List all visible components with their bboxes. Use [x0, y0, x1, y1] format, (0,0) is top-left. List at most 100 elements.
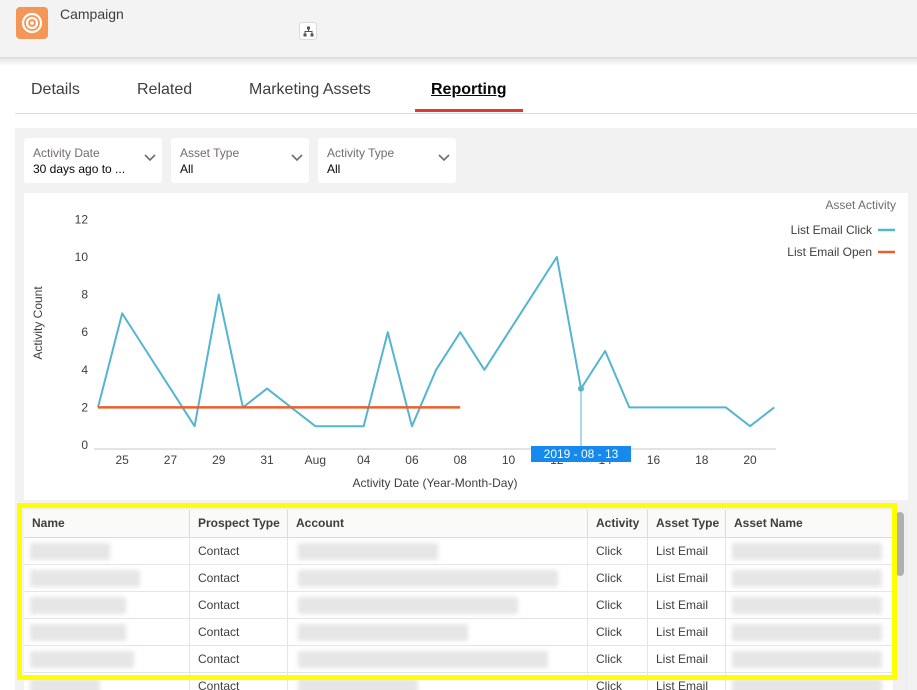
column-header-asset-name[interactable]: Asset Name	[734, 516, 803, 530]
cell-account	[288, 592, 588, 619]
data-point	[265, 387, 269, 391]
x-tick-label: 06	[405, 453, 419, 467]
redacted-text	[298, 597, 518, 614]
x-tick-label: 25	[115, 453, 129, 467]
table-row[interactable]: Contact Click List Email	[24, 592, 892, 619]
filter-label: Activity Date	[33, 146, 100, 160]
date-tooltip-label: 2019 - 08 - 13	[544, 447, 619, 461]
data-point	[676, 405, 680, 409]
cell-asset-name	[726, 592, 892, 619]
cell-asset-type: List Email	[648, 538, 726, 565]
cell-prospect-type: Contact	[190, 646, 288, 673]
data-point	[313, 424, 317, 428]
redacted-text	[732, 570, 882, 587]
chevron-down-icon	[144, 154, 156, 162]
cell-name	[24, 673, 190, 690]
cell-asset-type: List Email	[648, 592, 726, 619]
data-point	[193, 424, 197, 428]
redacted-text	[30, 678, 100, 690]
filter-activity-type[interactable]: Activity Type All	[318, 138, 456, 183]
x-tick-label: 16	[647, 453, 661, 467]
table-scrollbar[interactable]	[893, 510, 908, 690]
x-tick-label: 20	[743, 453, 757, 467]
cell-activity: Click	[588, 619, 648, 646]
cell-account	[288, 646, 588, 673]
redacted-text	[298, 678, 418, 690]
cell-activity: Click	[588, 592, 648, 619]
cell-prospect-type: Contact	[190, 592, 288, 619]
cell-asset-name	[726, 673, 892, 690]
cell-asset-name	[726, 619, 892, 646]
tab-reporting[interactable]: Reporting	[431, 81, 507, 98]
data-point	[120, 311, 124, 315]
filter-asset-type[interactable]: Asset Type All	[171, 138, 309, 183]
record-title: Campaign	[60, 6, 124, 22]
cell-name	[24, 619, 190, 646]
legend-label: List Email Click	[791, 223, 873, 237]
asset-activity-chart[interactable]: 02468101225272931Aug040608101214161820Ac…	[24, 193, 908, 500]
tab-details[interactable]: Details	[31, 81, 80, 98]
column-header-account[interactable]: Account	[288, 510, 588, 538]
cell-activity: Click	[588, 673, 648, 690]
table-row[interactable]: Contact Click List Email	[24, 619, 892, 646]
cell-asset-type: List Email	[648, 565, 726, 592]
redacted-text	[732, 651, 882, 668]
table-row[interactable]: Contact Click List Email	[24, 673, 892, 690]
data-point	[144, 349, 148, 353]
redacted-text	[30, 624, 126, 641]
cell-prospect-type: Contact	[190, 538, 288, 565]
cell-account	[288, 619, 588, 646]
data-point	[168, 387, 172, 391]
redacted-text	[298, 651, 548, 668]
redacted-text	[298, 543, 438, 560]
data-point	[96, 405, 100, 409]
data-point	[458, 405, 462, 409]
cell-asset-name	[726, 565, 892, 592]
data-point	[410, 424, 414, 428]
table-row[interactable]: Contact Click List Email	[24, 646, 892, 673]
cell-activity: Click	[588, 565, 648, 592]
record-tabs: Details Related Marketing Assets Reporti…	[15, 68, 917, 114]
cell-asset-type: List Email	[648, 673, 726, 690]
redacted-text	[30, 543, 110, 560]
column-header-asset-type[interactable]: Asset Type	[648, 510, 726, 538]
filter-activity-date[interactable]: Activity Date 30 days ago to ...	[24, 138, 162, 183]
hierarchy-button[interactable]	[299, 22, 317, 40]
record-header: Campaign	[0, 0, 917, 58]
chart-canvas: 02468101225272931Aug040608101214161820Ac…	[31, 198, 896, 490]
data-point	[338, 424, 342, 428]
column-header-prospect-type[interactable]: Prospect Type	[190, 510, 288, 538]
scrollbar-thumb[interactable]	[896, 512, 904, 576]
data-point	[386, 330, 390, 334]
cell-name	[24, 646, 190, 673]
y-tick-label: 2	[81, 400, 88, 414]
hierarchy-icon	[303, 26, 314, 37]
table-row[interactable]: Contact Click List Email	[24, 565, 892, 592]
filter-value: 30 days ago to ...	[33, 162, 126, 176]
cell-prospect-type: Contact	[190, 565, 288, 592]
chevron-down-icon	[291, 154, 303, 162]
y-tick-label: 4	[81, 363, 88, 377]
data-point	[627, 405, 631, 409]
column-header-activity[interactable]: Activity	[588, 510, 648, 538]
redacted-text	[732, 597, 882, 614]
reporting-panel: Activity Date 30 days ago to ... Asset T…	[15, 128, 917, 690]
y-axis-title: Activity Count	[31, 286, 45, 360]
cell-asset-type: List Email	[648, 646, 726, 673]
redacted-text	[30, 597, 126, 614]
column-header-name[interactable]: Name	[24, 510, 190, 538]
table-row[interactable]: Contact Click List Email	[24, 538, 892, 565]
data-point	[748, 424, 752, 428]
data-point	[482, 368, 486, 372]
campaign-target-icon	[16, 7, 48, 39]
data-point	[434, 368, 438, 372]
tab-marketing-assets[interactable]: Marketing Assets	[249, 81, 371, 98]
cell-asset-name	[726, 646, 892, 673]
redacted-text	[30, 570, 140, 587]
y-tick-label: 10	[75, 250, 89, 264]
x-tick-label: 10	[502, 453, 516, 467]
tab-related[interactable]: Related	[137, 81, 193, 98]
data-point	[362, 424, 366, 428]
y-tick-label: 8	[81, 288, 88, 302]
